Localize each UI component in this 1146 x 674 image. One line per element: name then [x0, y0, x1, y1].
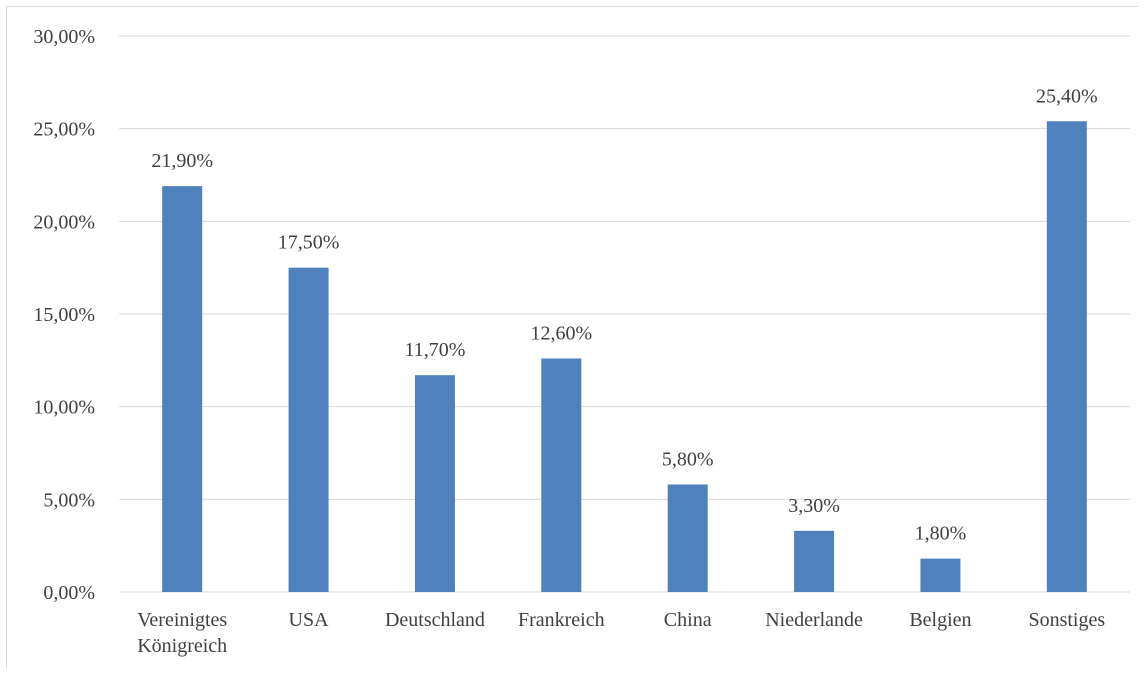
bar	[794, 530, 835, 592]
data-label: 17,50%	[278, 232, 340, 254]
x-tick-label: Belgien	[909, 609, 971, 631]
bar	[920, 558, 961, 592]
x-tick-label: Frankreich	[518, 609, 605, 631]
bar	[414, 375, 455, 592]
x-tick-label: Niederlande	[765, 609, 863, 631]
bar	[541, 358, 582, 592]
y-tick-label: 20,00%	[33, 211, 95, 233]
data-label: 1,80%	[915, 523, 967, 545]
y-tick-label: 5,00%	[43, 489, 95, 511]
bar	[1046, 121, 1087, 593]
data-label: 5,80%	[662, 449, 714, 471]
data-label: 3,30%	[788, 495, 840, 517]
x-tick-label: Sonstiges	[1028, 609, 1105, 631]
bar	[288, 267, 329, 592]
y-tick-label: 25,00%	[33, 119, 95, 141]
x-tick-label: Vereinigtes	[137, 609, 227, 631]
y-tick-label: 0,00%	[43, 582, 95, 604]
bar	[667, 484, 708, 592]
chart-frame	[6, 6, 1138, 668]
x-tick-label: USA	[289, 609, 330, 631]
x-tick-label: Königreich	[137, 635, 227, 657]
bar	[162, 186, 203, 592]
data-label: 25,40%	[1036, 85, 1098, 107]
data-label: 12,60%	[530, 322, 592, 344]
x-tick-label: China	[664, 609, 712, 631]
y-tick-label: 10,00%	[33, 397, 95, 419]
data-label: 21,90%	[151, 150, 213, 172]
y-tick-label: 30,00%	[33, 26, 95, 48]
data-label: 11,70%	[404, 339, 465, 361]
y-tick-label: 15,00%	[33, 304, 95, 326]
x-tick-label: Deutschland	[385, 609, 485, 631]
